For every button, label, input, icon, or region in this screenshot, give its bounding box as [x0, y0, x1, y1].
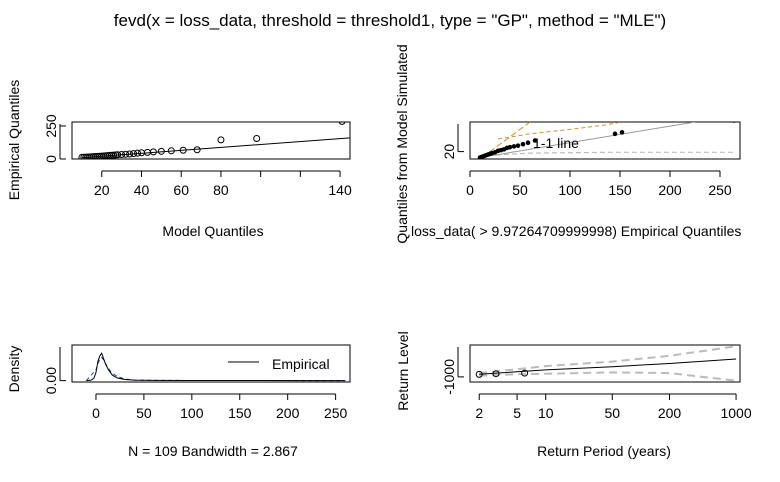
data-point [130, 150, 138, 158]
y-tick-label: 0 [43, 155, 59, 163]
data-point [134, 149, 142, 157]
x-tick-label: 20 [94, 182, 110, 198]
data-point [114, 151, 122, 159]
x-tick-label: 40 [134, 182, 150, 198]
ci-upper-line [497, 122, 625, 140]
data-point [520, 141, 526, 147]
return-level-line [479, 358, 737, 375]
panel-qq-model: 20 40 60 80 140 0 250 Model Quantiles Empiric… [6, 80, 352, 239]
x-tick-label: 80 [213, 182, 229, 198]
y-axis: 20 [441, 124, 464, 159]
regression-line [479, 122, 696, 158]
data-point [149, 148, 157, 156]
plot-marks [78, 122, 350, 159]
data-point [732, 122, 736, 123]
ci-lower-line [479, 151, 735, 157]
x-tick-label: 2 [475, 405, 483, 421]
x-tick-label: 200 [658, 182, 682, 198]
plot-marks [475, 345, 737, 382]
x-tick-label: 250 [708, 182, 732, 198]
ci-lower-line [479, 371, 737, 382]
x-tick-label: 250 [324, 405, 348, 421]
x-tick-label: 1000 [720, 405, 751, 421]
x-tick-label: 200 [276, 405, 300, 421]
data-point [338, 122, 346, 125]
data-point [511, 144, 517, 149]
panel-qq-simulated: 0 50 100 150 200 250 20 1-1 line loss_data( >… [394, 44, 741, 243]
x-tick-label: 60 [173, 182, 189, 198]
x-tick-label: 150 [608, 182, 632, 198]
fit-line [81, 137, 350, 159]
y-axis: 0 250 [43, 114, 66, 163]
x-axis: 0 50 100 150 200 250 [466, 170, 732, 198]
data-point [122, 150, 130, 158]
y-tick-label: 250 [43, 114, 59, 138]
plot-box [71, 344, 351, 383]
x-tick-label: 100 [558, 182, 582, 198]
x-tick-label: 150 [228, 405, 252, 421]
panel-return-level: 2 5 10 50 200 1000 -1000 Return Period (years… [395, 331, 752, 459]
x-tick-label: 5 [513, 405, 521, 421]
x-tick-label: 200 [658, 405, 682, 421]
data-point [619, 130, 625, 135]
data-point [167, 147, 175, 155]
data-point [515, 143, 521, 148]
data-point [217, 136, 225, 144]
x-axis: 20 40 60 80 140 [94, 170, 352, 198]
y-axis-label: Return Level [395, 331, 411, 410]
x-tick-label: 50 [604, 405, 620, 421]
empirical-density-line [86, 352, 346, 382]
data-point [157, 147, 165, 155]
figure-title: fevd(x = loss_data, threshold = threshol… [114, 11, 666, 30]
x-tick-label: 0 [92, 405, 100, 421]
panel-density: 0 50 100 150 200 250 0.00 Empirical N = 109 B… [6, 344, 351, 459]
data-point [253, 135, 261, 143]
one-one-line-label: 1-1 line [533, 135, 579, 151]
data-point [532, 138, 538, 143]
plot-box [469, 121, 741, 160]
data-point [521, 369, 529, 377]
x-tick-label: 50 [512, 182, 528, 198]
x-tick-label: 10 [538, 405, 554, 421]
x-tick-label: 50 [136, 405, 152, 421]
ci-upper-line [479, 345, 737, 375]
data-point [118, 151, 126, 159]
data-point [507, 144, 513, 150]
x-axis-label: N = 109 Bandwidth = 2.867 [128, 443, 298, 459]
y-tick-label: -1000 [441, 359, 457, 395]
y-tick-label: 0.00 [43, 367, 59, 394]
data-point [525, 140, 531, 146]
x-axis-label: Return Period (years) [537, 443, 671, 459]
x-tick-label: 100 [180, 405, 204, 421]
legend-label: Empirical [272, 356, 330, 372]
y-axis-label: Quantiles from Model Simulated [394, 44, 410, 243]
plot-box [469, 344, 741, 383]
y-axis: -1000 [441, 347, 464, 395]
y-tick-label: 20 [441, 144, 457, 160]
plot-marks [477, 122, 736, 159]
y-axis-label: Empirical Quantiles [6, 80, 22, 201]
x-tick-label: 140 [328, 182, 352, 198]
x-axis-label: Model Quantiles [162, 223, 263, 239]
data-point [475, 370, 483, 378]
plot-marks [86, 352, 346, 382]
plot-box [71, 121, 351, 160]
x-axis: 0 50 100 150 200 250 [92, 393, 348, 421]
x-tick-label: 0 [466, 182, 474, 198]
data-point [126, 150, 134, 158]
data-point [612, 131, 618, 137]
y-axis-label: Density [6, 346, 22, 393]
data-point [179, 146, 187, 154]
x-axis-label: loss_data( > 9.97264709999998) Empirical… [411, 223, 741, 239]
y-axis: 0.00 [43, 347, 66, 394]
x-axis: 2 5 10 50 200 1000 [475, 393, 752, 421]
data-point [492, 370, 500, 378]
data-point [193, 146, 201, 154]
